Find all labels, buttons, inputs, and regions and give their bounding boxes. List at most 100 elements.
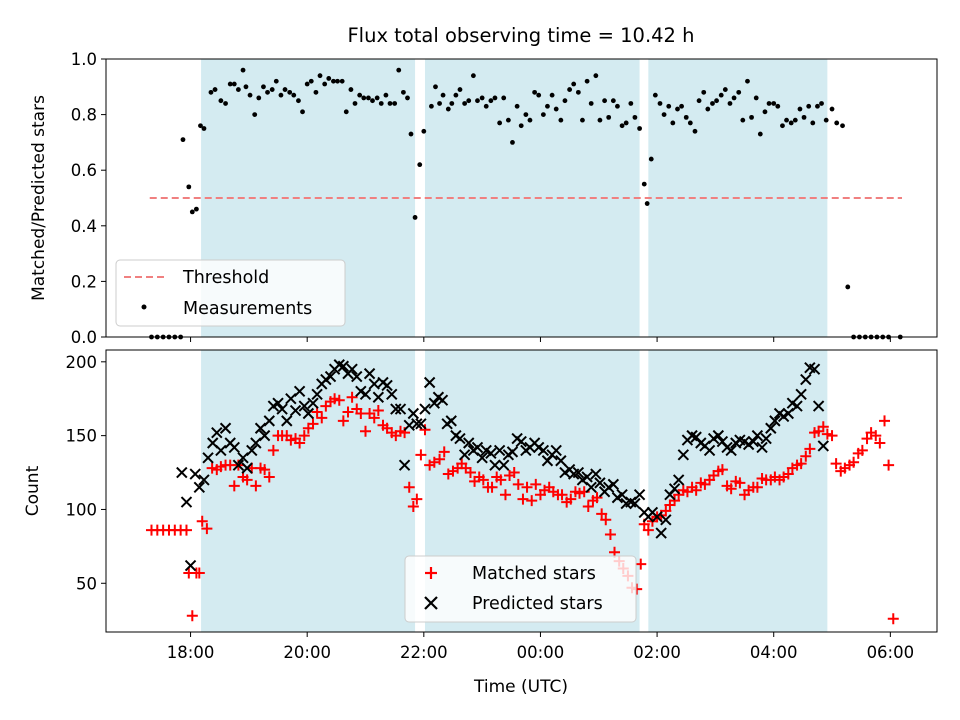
measurement-point xyxy=(505,117,511,123)
matched-star-point xyxy=(307,418,319,430)
matched-star-point xyxy=(635,558,647,570)
measurement-point xyxy=(457,87,463,92)
predicted-star-point xyxy=(263,415,275,427)
predicted-star-point xyxy=(751,429,764,442)
x-tick-label: 22:00 xyxy=(400,643,448,662)
matched-star-point xyxy=(565,493,577,505)
measurement-point xyxy=(479,95,485,101)
measurement-point xyxy=(366,95,371,101)
measurement-point xyxy=(753,95,759,101)
measurement-point xyxy=(637,126,642,131)
measurement-point xyxy=(788,120,794,126)
predicted-star-point xyxy=(800,373,812,386)
predicted-star-point xyxy=(769,415,781,427)
ratio-y-tick-label: 0.4 xyxy=(71,217,97,236)
predicted-star-point xyxy=(581,471,593,483)
measurement-point xyxy=(370,98,375,104)
measurement-point xyxy=(514,103,520,109)
predicted-star-point xyxy=(712,429,725,442)
measurement-point xyxy=(687,120,693,126)
measurement-point xyxy=(317,73,323,79)
measurement-point xyxy=(440,92,446,98)
measurement-point xyxy=(462,101,468,106)
measurement-point xyxy=(705,106,711,112)
measurement-point xyxy=(193,206,199,212)
count-y-axis-label: Count xyxy=(23,465,43,516)
measurement-point xyxy=(775,103,781,109)
matched-star-point xyxy=(804,443,816,455)
x-tick-label: 04:00 xyxy=(750,643,798,662)
x-tick-label: 00:00 xyxy=(517,643,565,662)
predicted-star-point xyxy=(550,444,562,457)
predicted-star-point xyxy=(411,418,423,430)
measurement-point xyxy=(740,117,746,123)
predicted-star-point xyxy=(346,363,358,375)
predicted-star-point xyxy=(651,511,663,523)
measurement-point xyxy=(223,101,228,106)
matched-star-point xyxy=(591,492,603,504)
measurement-point xyxy=(313,89,319,95)
predicted-star-point xyxy=(725,444,737,457)
measurement-point xyxy=(186,184,192,190)
measurement-point xyxy=(433,84,438,90)
measurement-point xyxy=(352,101,358,106)
x-axis-label: Time (UTC) xyxy=(473,677,568,697)
matched-star-point xyxy=(228,480,240,492)
measurement-point xyxy=(588,101,594,106)
predicted-star-point xyxy=(445,415,457,427)
predicted-star-point xyxy=(293,385,306,398)
matched-star-point xyxy=(782,468,794,480)
predicted-star-point xyxy=(458,449,471,461)
measurement-point xyxy=(421,128,427,134)
measurement-point xyxy=(745,78,750,84)
matched-star-point xyxy=(294,437,306,449)
matched-star-point xyxy=(716,464,728,476)
measurement-point xyxy=(378,101,384,106)
matched-star-point xyxy=(582,501,594,513)
predicted-star-point xyxy=(463,437,475,449)
matched-star-point xyxy=(407,501,419,513)
measurement-point xyxy=(445,106,451,112)
predicted-star-point xyxy=(660,514,672,526)
predicted-star-point xyxy=(184,559,197,572)
measurement-point xyxy=(339,78,345,84)
measurement-point xyxy=(483,103,489,109)
measurement-point xyxy=(771,101,777,106)
matched-star-point xyxy=(438,446,450,458)
ratio-y-tick-label: 0.8 xyxy=(71,106,97,125)
matched-star-point xyxy=(887,613,899,625)
predicted-star-point xyxy=(555,455,567,467)
count-y-axis-ticks: 50 100 150 200 xyxy=(66,353,106,593)
matched-star-point xyxy=(346,391,358,403)
measurement-point xyxy=(810,120,816,126)
matched-star-point xyxy=(660,505,672,517)
predicted-star-point xyxy=(760,432,772,445)
matched-star-point xyxy=(830,458,842,470)
matched-star-point xyxy=(259,464,271,476)
ratio-y-axis-label: Matched/Predicted stars xyxy=(29,95,49,301)
measurement-point xyxy=(453,92,459,98)
x-tick-label: 06:00 xyxy=(867,643,915,662)
measurement-point xyxy=(792,117,798,123)
predicted-star-point xyxy=(351,370,363,383)
matched-star-point xyxy=(800,450,812,462)
observing-windows-lower xyxy=(201,350,828,632)
measurement-point xyxy=(269,87,275,92)
matched-star-point xyxy=(883,459,895,471)
predicted-star-point xyxy=(672,474,685,486)
predicted-star-point xyxy=(476,452,488,464)
measurement-point xyxy=(615,103,620,109)
predicted-star-point xyxy=(193,481,206,494)
measurement-point xyxy=(278,92,284,98)
predicted-star-point xyxy=(572,466,585,479)
ratio-y-axis-ticks: 0.0 0.2 0.4 0.6 0.8 1.0 xyxy=(71,50,106,347)
measurement-point xyxy=(470,73,476,79)
matched-star-point xyxy=(734,477,746,489)
matched-star-point xyxy=(848,456,860,468)
measurement-point xyxy=(714,98,719,104)
predicted-star-point xyxy=(817,440,829,452)
measurement-point xyxy=(562,98,568,104)
measurement-point xyxy=(784,117,789,123)
matched-star-point xyxy=(267,444,279,456)
measurement-point xyxy=(497,120,503,126)
